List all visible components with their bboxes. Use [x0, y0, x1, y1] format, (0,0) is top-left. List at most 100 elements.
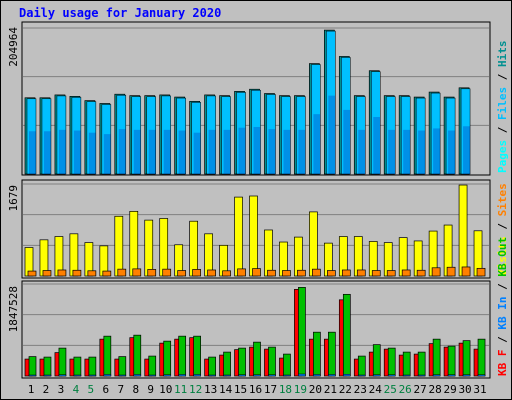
bar-kb-out [43, 356, 52, 377]
day-label: 31 [473, 383, 486, 396]
bar-kb-out [477, 338, 486, 377]
bar-pages [103, 134, 111, 174]
bar-sites [237, 268, 246, 277]
bar-files [445, 97, 456, 175]
bar-pages [238, 127, 246, 174]
legend-part: / [496, 67, 509, 87]
bar-kb-in [373, 374, 381, 377]
bar-kb-in [268, 374, 276, 377]
bar-files [296, 96, 306, 175]
bar-kb-out [283, 353, 291, 377]
bar-kb-in [58, 374, 67, 377]
bar-pages [208, 129, 216, 174]
bar-kb-in [103, 374, 112, 377]
bar-sites [461, 266, 471, 277]
bar-visits [234, 196, 243, 277]
bar-kb-out [178, 335, 187, 377]
day-label: 13 [204, 383, 217, 396]
chart-title: Daily usage for January 2020 [19, 6, 222, 20]
bar-kb-in [417, 374, 426, 377]
bar-kb-in [402, 374, 411, 377]
panel-3-legend: KB F / KB In / KB Out [496, 237, 509, 376]
bar-kb-out [223, 351, 231, 377]
bar-sites [57, 269, 67, 277]
day-label: 24 [369, 383, 383, 396]
day-label: 9 [147, 383, 154, 396]
day-label: 18 [279, 383, 292, 396]
bar-sites [327, 270, 336, 277]
bar-files [56, 95, 67, 175]
bar-pages [298, 129, 306, 174]
bar-sites [102, 270, 112, 277]
bar-kb-out [298, 287, 306, 377]
day-label: 12 [189, 383, 202, 396]
bar-kb-in [283, 374, 291, 377]
bar-kb-out [58, 347, 67, 377]
bar-sites [252, 268, 261, 277]
bar-files [41, 98, 52, 175]
bar-sites [87, 270, 97, 277]
bar-pages [358, 129, 366, 174]
bar-sites [341, 269, 351, 277]
bar-sites [72, 269, 82, 277]
bar-kb-out [193, 335, 201, 377]
day-label: 14 [219, 383, 233, 396]
bar-pages [448, 130, 456, 174]
bar-files [460, 88, 471, 175]
bar-pages [193, 132, 201, 174]
bar-files [71, 97, 82, 175]
bar-files [266, 94, 276, 175]
day-label: 22 [339, 383, 352, 396]
day-label: 1 [28, 383, 35, 396]
bar-sites [371, 270, 381, 277]
legend-part: / [496, 277, 509, 297]
bar-kb-out [268, 346, 276, 377]
bar-sites [297, 269, 306, 277]
bar-kb-in [462, 374, 471, 377]
bar-kb-out [238, 347, 246, 377]
panel-1-legend: Pages / Files / Hits [496, 41, 509, 174]
bar-files [430, 92, 441, 175]
bar-pages [373, 117, 381, 174]
bar-visits [249, 195, 258, 277]
panel-2-legend: Visits / Sites [496, 183, 509, 276]
bar-pages [58, 129, 66, 174]
bar-files [356, 96, 366, 175]
bar-visits [114, 215, 124, 277]
bar-sites [147, 269, 157, 277]
bar-kb-out [88, 356, 97, 377]
bar-pages [73, 130, 81, 174]
bar-kb-out [447, 345, 456, 377]
bar-kb-in [208, 374, 216, 377]
day-label: 19 [294, 383, 307, 396]
bar-sites [267, 269, 276, 277]
bar-pages [88, 132, 96, 174]
day-label: 21 [324, 383, 337, 396]
legend-part: KB F [496, 350, 509, 377]
bar-sites [192, 269, 201, 277]
bar-kb-out [402, 351, 411, 377]
bar-sites [132, 268, 142, 277]
bar-files [311, 64, 321, 175]
bar-kb-in [163, 374, 171, 377]
bar-kb-in [387, 374, 396, 377]
bar-files [415, 97, 426, 175]
bar-kb-in [328, 374, 336, 377]
bar-kb-out [313, 331, 321, 377]
bar-kb-in [148, 374, 156, 377]
bar-kb-in [313, 374, 321, 377]
bar-kb-out [432, 338, 441, 377]
bar-sites [282, 270, 291, 277]
bar-files [371, 71, 381, 175]
bar-sites [446, 266, 456, 277]
legend-part: Visits [496, 236, 509, 276]
bar-files [400, 96, 411, 175]
panel-3-max-label: 1847528 [7, 286, 20, 332]
legend-part: / [496, 216, 509, 236]
bar-visits [144, 219, 154, 277]
bar-sites [42, 270, 52, 277]
bar-kb-in [193, 374, 201, 377]
bar-files [221, 96, 231, 175]
bar-pages [313, 114, 321, 174]
bar-pages [268, 129, 276, 174]
